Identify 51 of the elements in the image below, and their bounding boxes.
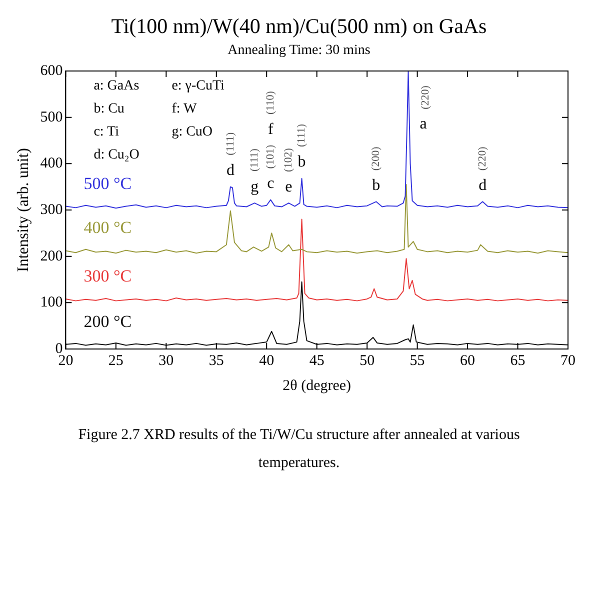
annotation: e: γ-CuTi bbox=[172, 78, 225, 94]
annotation: (111) bbox=[296, 124, 308, 147]
annotation: (200) bbox=[370, 146, 382, 171]
annotation: f bbox=[268, 121, 274, 138]
series-label: 300 °C bbox=[84, 266, 132, 286]
x-tick-label: 60 bbox=[460, 352, 476, 369]
annotation: c bbox=[267, 175, 274, 192]
y-tick-label: 600 bbox=[40, 62, 63, 79]
x-tick-label: 35 bbox=[208, 352, 224, 369]
annotation: b bbox=[372, 176, 380, 194]
annotation: (101) bbox=[264, 144, 277, 169]
annotation: d: Cu₂O bbox=[94, 148, 140, 163]
annotation: b: Cu bbox=[94, 102, 124, 117]
annotation: f: W bbox=[172, 102, 198, 117]
x-axis-title: 2θ (degree) bbox=[282, 378, 352, 394]
x-tick-label: 50 bbox=[360, 352, 375, 369]
x-tick-label: 55 bbox=[410, 352, 425, 369]
x-tick-label: 40 bbox=[259, 352, 274, 369]
y-tick-label: 100 bbox=[40, 294, 63, 311]
series-label: 500 °C bbox=[84, 174, 132, 193]
x-tick-label: 70 bbox=[560, 352, 576, 369]
y-tick-label: 300 bbox=[40, 202, 63, 218]
annotation: (220) bbox=[476, 146, 488, 171]
y-tick-label: 200 bbox=[40, 248, 63, 264]
y-tick-label: 500 bbox=[40, 109, 63, 126]
annotation: (102) bbox=[282, 148, 295, 172]
annotation: (111) bbox=[224, 132, 236, 156]
x-tick-label: 25 bbox=[108, 352, 124, 369]
x-tick-label: 20 bbox=[58, 352, 74, 369]
annotation: c: Ti bbox=[94, 124, 120, 140]
x-tick-label: 65 bbox=[510, 352, 526, 369]
annotation: b bbox=[298, 154, 306, 171]
series-label: 400 °C bbox=[84, 218, 132, 238]
caption: Figure 2.7 XRD results of the Ti/W/Cu structure after annealed at various temperatures. bbox=[77, 426, 521, 473]
chart-subtitle: Annealing Time: 30 mins bbox=[226, 43, 372, 59]
annotation: (111) bbox=[248, 148, 260, 172]
x-tick-label: 30 bbox=[158, 352, 174, 369]
annotation: a bbox=[420, 116, 427, 133]
annotation: a: GaAs bbox=[94, 78, 140, 94]
annotation: d bbox=[226, 162, 234, 180]
annotation: e bbox=[285, 178, 292, 196]
annotation: d bbox=[478, 176, 487, 194]
y-axis-title: Intensity (arb. unit) bbox=[14, 148, 32, 272]
annotation: (220) bbox=[420, 85, 432, 110]
annotation: g: CuO bbox=[172, 124, 213, 140]
y-tick-label: 400 bbox=[40, 156, 63, 172]
annotation: g bbox=[250, 178, 259, 196]
chart-title: Ti(100 nm)/W(40 nm)/Cu(500 nm) on GaAs bbox=[110, 14, 488, 39]
annotation: (110) bbox=[264, 90, 277, 115]
x-tick-label: 45 bbox=[309, 352, 324, 369]
series-label: 200 °C bbox=[84, 312, 132, 331]
